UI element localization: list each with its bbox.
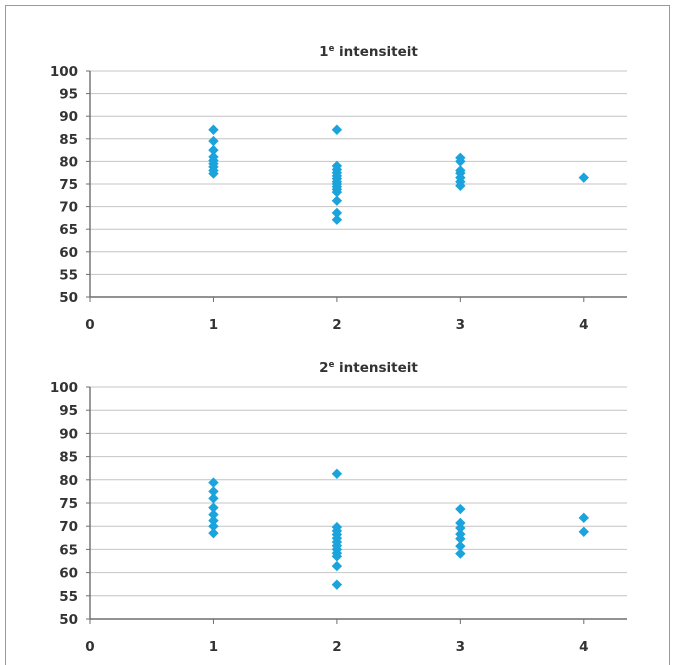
- y-tick-label: 80: [59, 154, 78, 170]
- y-tick-label: 70: [59, 200, 78, 216]
- data-point: [331, 214, 343, 225]
- chart-title-text: intensiteit: [334, 44, 418, 60]
- data-point: [331, 186, 343, 198]
- x-tick-label: 2: [332, 317, 341, 333]
- data-point: [578, 172, 589, 183]
- data-point: [455, 548, 466, 559]
- x-tick-label: 4: [579, 317, 588, 333]
- chart-title: 2e intensiteit: [319, 360, 418, 376]
- x-tick-label: 4: [579, 639, 588, 655]
- y-tick-label: 85: [59, 450, 78, 466]
- data-point: [208, 124, 219, 135]
- y-tick-label: 80: [59, 473, 78, 489]
- y-tick-label: 100: [50, 380, 78, 396]
- x-tick-label: 0: [85, 639, 94, 655]
- y-tick-label: 75: [59, 496, 78, 512]
- data-point: [208, 477, 219, 488]
- data-point: [208, 168, 219, 179]
- y-tick-label: 70: [59, 519, 78, 535]
- data-point: [455, 522, 466, 534]
- data-point: [455, 503, 466, 515]
- data-point: [208, 144, 219, 156]
- data-point: [578, 512, 589, 524]
- y-tick-label: 65: [59, 222, 78, 238]
- data-point: [208, 135, 219, 147]
- chart-frame: [5, 5, 670, 665]
- data-point: [208, 515, 219, 526]
- data-point: [455, 156, 466, 167]
- x-tick-label: 2: [332, 639, 341, 655]
- data-point: [208, 493, 219, 504]
- data-point: [331, 579, 343, 590]
- chart-title-superscript: e: [329, 44, 335, 54]
- y-tick-label: 50: [59, 612, 78, 628]
- y-tick-label: 75: [59, 177, 78, 193]
- x-tick-label: 0: [85, 317, 94, 333]
- data-point: [455, 540, 466, 552]
- data-point: [208, 486, 219, 497]
- y-tick-label: 55: [59, 589, 78, 605]
- x-tick-label: 3: [456, 317, 465, 333]
- data-point: [578, 526, 589, 537]
- data-point: [208, 521, 219, 532]
- data-point: [331, 560, 343, 572]
- y-tick-label: 100: [50, 64, 78, 80]
- y-tick-label: 90: [59, 426, 78, 442]
- y-tick-label: 55: [59, 267, 78, 283]
- y-tick-label: 60: [59, 566, 78, 582]
- x-tick-label: 1: [209, 639, 218, 655]
- y-tick-label: 65: [59, 542, 78, 558]
- y-tick-label: 95: [59, 403, 78, 419]
- chart-title: 1e intensiteit: [319, 44, 418, 60]
- data-point: [208, 527, 219, 539]
- y-tick-label: 95: [59, 87, 78, 103]
- y-tick-label: 85: [59, 132, 78, 148]
- data-point: [455, 180, 466, 192]
- x-tick-label: 3: [456, 639, 465, 655]
- y-tick-label: 50: [59, 290, 78, 306]
- data-point: [208, 509, 219, 520]
- y-tick-label: 60: [59, 245, 78, 261]
- chart-title-number: 2: [319, 360, 328, 376]
- data-point: [331, 468, 343, 479]
- x-tick-label: 1: [209, 317, 218, 333]
- data-point: [331, 195, 343, 206]
- chart-title-text: intensiteit: [334, 360, 418, 376]
- y-tick-label: 90: [59, 109, 78, 125]
- chart-title-number: 1: [319, 44, 328, 60]
- data-point: [455, 533, 466, 544]
- data-point: [331, 551, 343, 562]
- data-point: [331, 124, 343, 135]
- data-point: [208, 502, 219, 513]
- chart-title-superscript: e: [329, 360, 335, 370]
- data-point: [331, 207, 343, 219]
